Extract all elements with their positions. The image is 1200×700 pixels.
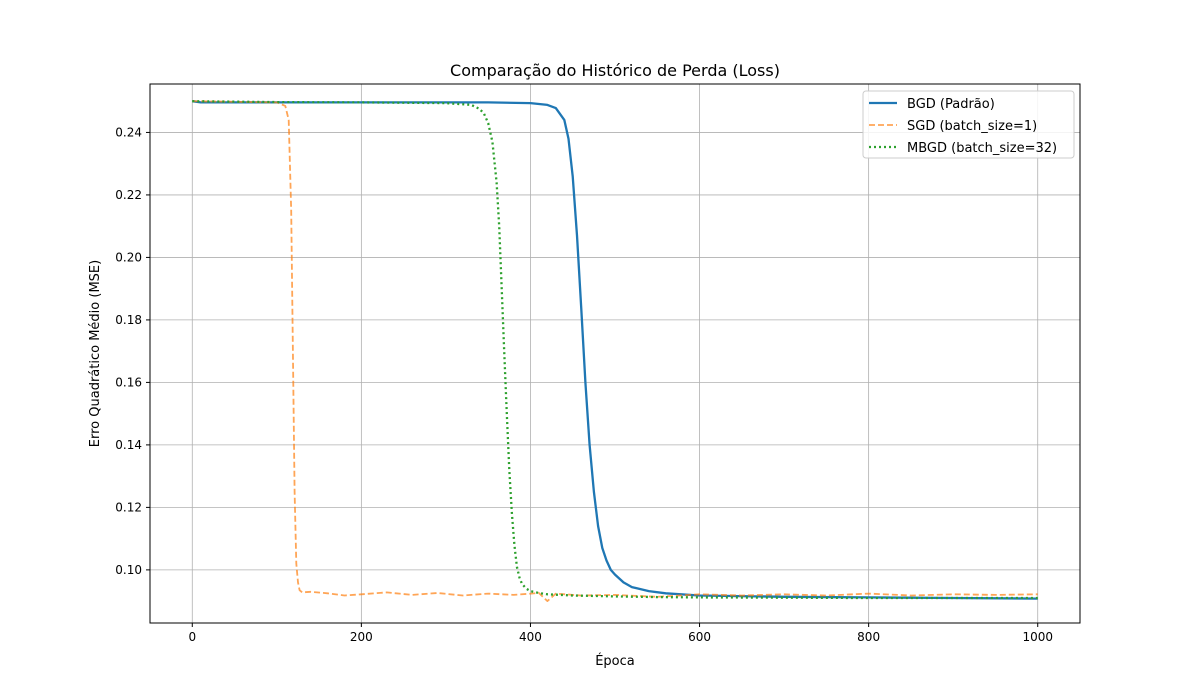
plot-frame (149, 83, 1081, 624)
legend-label-2: MBGD (batch_size=32) (907, 141, 1057, 156)
x-tick-label: 800 (857, 630, 880, 644)
x-tick-label: 600 (688, 630, 711, 644)
series-line-0 (192, 100, 1038, 600)
y-tick-label: 0.20 (115, 250, 142, 264)
y-tick-label: 0.22 (115, 188, 142, 202)
x-tick-label: 200 (350, 630, 373, 644)
y-tick-label: 0.10 (115, 563, 142, 577)
y-tick-label: 0.16 (115, 375, 142, 389)
y-axis-label: Erro Quadrático Médio (MSE) (88, 260, 103, 447)
grid (150, 84, 1080, 623)
x-tick-label: 400 (519, 630, 542, 644)
legend-label-0: BGD (Padrão) (907, 97, 995, 112)
legend-label-1: SGD (batch_size=1) (907, 119, 1037, 134)
legend: BGD (Padrão) SGD (batch_size=1) MBGD (batc… (862, 90, 1075, 159)
ticks: 0 200 400 600 800 1000 0.10 0.12 0.14 0.16 0.18 0.2… (115, 125, 1053, 644)
chart-title: Comparação do Histórico de Perda (Loss) (450, 61, 780, 80)
y-tick-label: 0.14 (115, 438, 142, 452)
x-tick-label: 0 (188, 630, 196, 644)
x-tick-label: 1000 (1022, 630, 1053, 644)
y-tick-label: 0.24 (115, 125, 142, 139)
y-tick-label: 0.18 (115, 313, 142, 327)
x-axis-label: Época (595, 653, 635, 669)
y-tick-label: 0.12 (115, 500, 142, 514)
series-line-1 (192, 100, 1038, 602)
legend-box (862, 90, 1075, 159)
series-layer (192, 100, 1038, 602)
